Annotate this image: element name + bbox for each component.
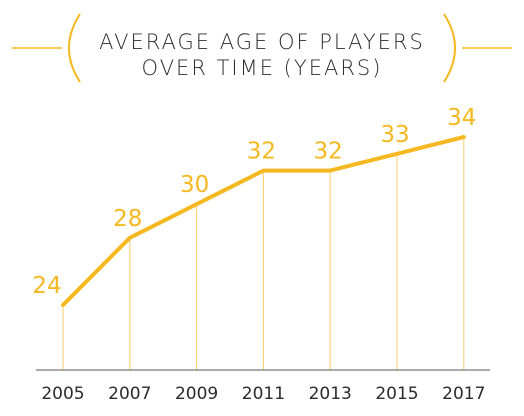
title-group: AVERAGE AGE OF PLAYERS OVER TIME (YEARS) bbox=[12, 13, 512, 83]
data-label-2017: 34 bbox=[447, 105, 476, 131]
data-label-2009: 30 bbox=[180, 172, 209, 198]
x-tick-labels: 2005 2007 2009 2011 2013 2015 2017 bbox=[41, 384, 485, 404]
data-label-2007: 28 bbox=[113, 206, 142, 232]
series-line-average-age bbox=[61, 135, 466, 307]
x-tick-label-2009: 2009 bbox=[175, 384, 218, 404]
chart-title-line-2: OVER TIME (YEARS) bbox=[142, 56, 383, 80]
data-labels: 24 28 30 32 32 33 34 bbox=[32, 105, 476, 299]
x-tick-label-2007: 2007 bbox=[108, 384, 151, 404]
title-bracket-right bbox=[443, 13, 456, 83]
x-tick-label-2005: 2005 bbox=[41, 384, 84, 404]
data-label-2011: 32 bbox=[247, 139, 276, 165]
drop-lines bbox=[62, 137, 465, 370]
data-label-2015: 33 bbox=[380, 122, 409, 148]
x-tick-label-2015: 2015 bbox=[375, 384, 418, 404]
x-tick-label-2013: 2013 bbox=[309, 384, 352, 404]
data-label-2013: 32 bbox=[314, 139, 343, 165]
chart-title-line-1: AVERAGE AGE OF PLAYERS bbox=[99, 30, 425, 54]
title-bracket-left bbox=[68, 13, 81, 83]
x-tick-label-2017: 2017 bbox=[442, 384, 485, 404]
x-tick-label-2011: 2011 bbox=[242, 384, 285, 404]
data-label-2005: 24 bbox=[32, 273, 61, 299]
